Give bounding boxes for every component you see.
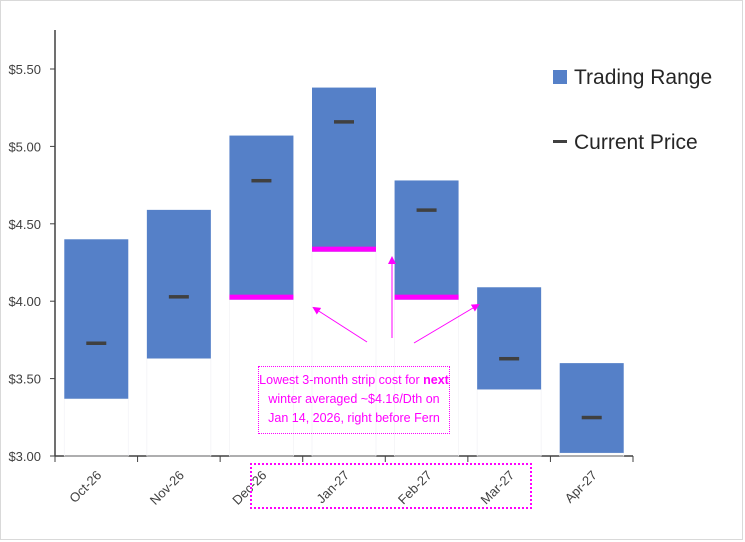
current-price-marker [251,178,272,183]
bar-base-outline [146,358,212,457]
current-price-marker [334,120,354,124]
current-price-marker [499,356,520,361]
trading-range-bar [64,239,129,399]
annotation-bold: next [423,373,449,387]
trading-range-bar [312,87,376,252]
winter-months-highlight-box [250,463,532,509]
current-price-marker [416,208,437,212]
trading-range-bar [146,209,211,359]
legend-label-trading-range: Trading Range [574,66,712,89]
annotation-arrow [312,306,368,343]
x-tick-label: Nov-26 [147,468,187,508]
legend-swatch-current-price [553,140,567,143]
trading-range-bar [559,363,624,453]
y-tick-label: $4.50 [8,217,41,232]
x-tick-label: Apr-27 [562,468,600,506]
y-tick-label: $3.50 [8,372,41,387]
annotation-text: Lowest 3-month strip cost for [259,373,424,387]
annotation-arrow [413,303,480,344]
low-highlight [229,294,294,300]
annotation-text-rest: winter averaged ~$4.16/Dth on Jan 14, 20… [268,392,440,425]
legend-label-current-price: Current Price [574,131,698,154]
y-tick-label: $5.00 [8,139,41,154]
current-price-marker [581,415,602,420]
bar-base-outline [476,389,542,457]
trading-range-bar [477,287,542,390]
low-highlight [394,294,459,300]
low-highlight [312,246,376,252]
y-tick-label: $5.50 [8,62,41,77]
x-tick-label: Oct-26 [66,468,104,506]
trading-range-bar [394,180,459,300]
current-price-marker [86,341,107,345]
y-tick-label: $3.00 [8,449,41,464]
current-price-marker [168,295,189,299]
annotation-box: Lowest 3-month strip cost for next winte… [258,366,450,434]
y-tick-label: $4.00 [8,294,41,309]
legend-swatch-trading-range [553,70,567,84]
bar-base-outline [63,398,129,457]
trading-range-bar [229,135,294,300]
